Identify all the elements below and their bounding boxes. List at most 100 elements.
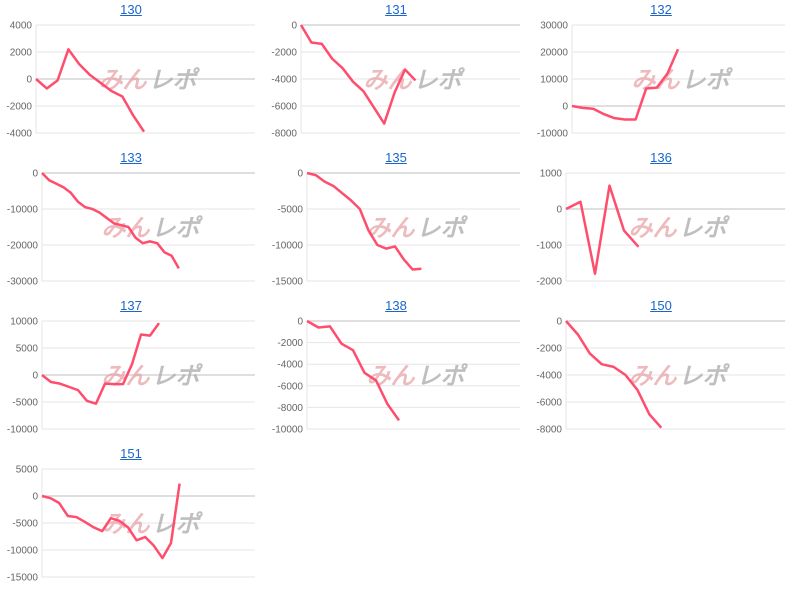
watermark-logo: レポ: [679, 214, 731, 242]
chart-title-link[interactable]: 131: [385, 2, 407, 17]
y-tick-label: -8000: [277, 403, 303, 414]
y-tick-label: 0: [291, 21, 297, 32]
y-tick-label: 0: [32, 492, 38, 503]
chart-panel-137: 10000 5000 0 -5000 -10000 みん レポ 137: [0, 296, 262, 442]
y-tick-label: -10000: [272, 425, 304, 436]
y-tick-label: -2000: [536, 344, 562, 355]
y-tick-label: 0: [297, 169, 303, 180]
chart-title-link[interactable]: 138: [385, 298, 407, 313]
y-tick-label: 4000: [10, 21, 33, 32]
y-tick-label: -20000: [7, 241, 39, 252]
chart-panel-131: 0 -2000 -4000 -6000 -8000 みん レポ 131: [265, 0, 527, 146]
chart-panel-138: 0 -2000 -4000 -6000 -8000 -10000 みん レポ 138: [265, 296, 527, 442]
y-tick-label: -2000: [6, 102, 32, 113]
y-tick-label: -4000: [271, 75, 297, 86]
y-tick-label: 10000: [10, 317, 38, 328]
y-tick-label: -2000: [277, 338, 303, 349]
y-tick-label: -5000: [12, 398, 38, 409]
chart-title-link[interactable]: 151: [120, 446, 142, 461]
chart-title-link[interactable]: 150: [650, 298, 672, 313]
y-tick-label: 10000: [540, 75, 568, 86]
y-tick-label: 5000: [16, 465, 39, 476]
y-tick-label: 0: [26, 75, 32, 86]
y-tick-label: 0: [297, 317, 303, 328]
chart-svg: 5000 0 -5000 -10000 -15000 みん レポ: [7, 465, 255, 584]
watermark-logo: レポ: [682, 66, 734, 94]
chart-title-link[interactable]: 133: [120, 150, 142, 165]
chart-panel-151: 5000 0 -5000 -10000 -15000 みん レポ 151: [0, 444, 262, 590]
chart-panel-132: 30000 20000 10000 0 -10000 みん レポ 132: [530, 0, 792, 146]
watermark-logo: みん: [367, 214, 416, 242]
watermark-logo: みん: [629, 362, 678, 390]
watermark-logo: みん: [632, 66, 681, 94]
watermark-logo: レポ: [679, 362, 731, 390]
y-tick-label: -30000: [7, 277, 39, 288]
watermark-logo: レポ: [152, 510, 204, 538]
y-tick-label: -10000: [7, 546, 39, 557]
y-tick-label: 30000: [540, 21, 568, 32]
watermark-logo: レポ: [417, 214, 469, 242]
chart-panel-133: 0 -10000 -20000 -30000 みん レポ 133: [0, 148, 262, 294]
y-tick-label: -6000: [271, 102, 297, 113]
y-tick-label: -2000: [536, 277, 562, 288]
watermark-logo: みん: [367, 362, 416, 390]
y-tick-label: -10000: [7, 425, 39, 436]
y-tick-label: -4000: [536, 371, 562, 382]
y-tick-label: 1000: [540, 169, 563, 180]
y-tick-label: 0: [556, 317, 562, 328]
chart-title-link[interactable]: 132: [650, 2, 672, 17]
y-tick-label: 20000: [540, 48, 568, 59]
chart-title-link[interactable]: 130: [120, 2, 142, 17]
chart-panel-150: 0 -2000 -4000 -6000 -8000 みん レポ 150: [530, 296, 792, 442]
chart-panel-136: 1000 0 -1000 -2000 みん レポ 136: [530, 148, 792, 294]
watermark-logo: レポ: [414, 66, 466, 94]
chart-panel-135: 0 -5000 -10000 -15000 みん レポ 135: [265, 148, 527, 294]
y-tick-label: -10000: [537, 129, 569, 140]
y-tick-label: -5000: [277, 205, 303, 216]
chart-title-link[interactable]: 137: [120, 298, 142, 313]
y-tick-label: 0: [562, 102, 568, 113]
chart-title-link[interactable]: 135: [385, 150, 407, 165]
y-tick-label: -4000: [6, 129, 32, 140]
y-tick-label: -4000: [277, 360, 303, 371]
watermark-logo: レポ: [152, 362, 204, 390]
watermark-logo: レポ: [152, 214, 204, 242]
y-tick-label: 0: [556, 205, 562, 216]
watermark-logo: みん: [99, 66, 148, 94]
y-tick-label: -6000: [536, 398, 562, 409]
series-line: [41, 322, 161, 405]
chart-title-link[interactable]: 136: [650, 150, 672, 165]
series-line: [565, 184, 640, 276]
series-line: [41, 172, 180, 270]
chart-panel-130: 4000 2000 0 -2000 -4000 みん レポ 130: [0, 0, 262, 146]
y-tick-label: -8000: [271, 129, 297, 140]
y-tick-label: -6000: [277, 381, 303, 392]
chart-svg: 0 -2000 -4000 -6000 -8000 -10000 みん レポ: [272, 317, 520, 436]
y-tick-label: 0: [32, 371, 38, 382]
y-tick-label: -5000: [12, 519, 38, 530]
chart-svg: 4000 2000 0 -2000 -4000 みん レポ: [6, 21, 255, 140]
series-line: [299, 24, 417, 125]
y-tick-label: -10000: [272, 241, 304, 252]
series-line: [306, 171, 422, 271]
y-tick-label: 5000: [16, 344, 39, 355]
y-tick-label: -2000: [271, 48, 297, 59]
y-tick-label: 2000: [10, 48, 33, 59]
watermark-logo: みん: [102, 510, 151, 538]
y-tick-label: 0: [32, 169, 38, 180]
y-tick-label: -15000: [7, 573, 39, 584]
y-tick-label: -1000: [536, 241, 562, 252]
watermark-logo: みん: [629, 214, 678, 242]
y-tick-label: -8000: [536, 425, 562, 436]
watermark-logo: レポ: [149, 66, 201, 94]
chart-svg: 0 -5000 -10000 -15000 みん レポ: [272, 169, 520, 288]
chart-svg: 0 -2000 -4000 -6000 -8000 みん レポ: [536, 317, 785, 436]
y-tick-label: -10000: [7, 205, 39, 216]
chart-svg: 30000 20000 10000 0 -10000 みん レポ: [537, 21, 785, 140]
y-tick-label: -15000: [272, 277, 304, 288]
watermark-logo: レポ: [417, 362, 469, 390]
chart-svg: 1000 0 -1000 -2000 みん レポ: [536, 169, 785, 288]
